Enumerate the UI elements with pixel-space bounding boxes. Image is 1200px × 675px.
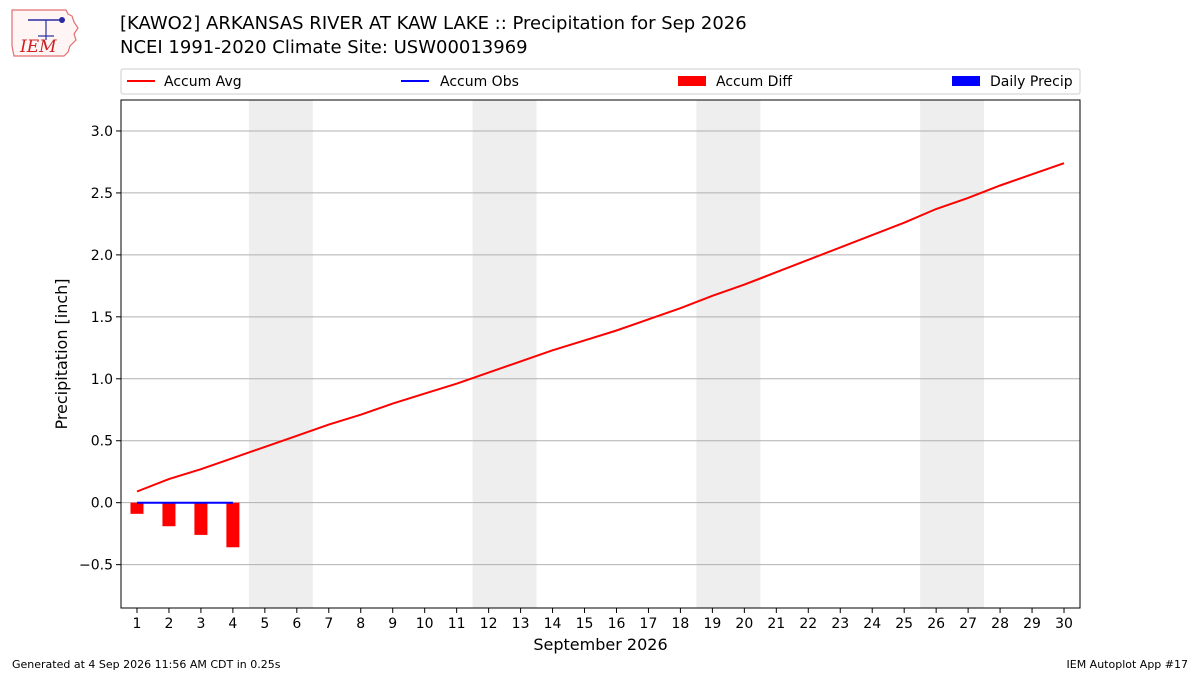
x-tick-label: 7 xyxy=(324,616,333,632)
accum-avg-line xyxy=(136,162,1065,493)
footer-app: IEM Autoplot App #17 xyxy=(1066,658,1189,671)
x-tick-label: 18 xyxy=(672,616,690,632)
y-tick-label: 2.0 xyxy=(91,248,113,264)
y-tick-label: 0.0 xyxy=(91,496,113,512)
y-tick-label: 1.0 xyxy=(91,372,113,388)
accum-diff-bar xyxy=(162,502,176,527)
accum-diff-bar xyxy=(226,502,240,548)
accum-diff-bar xyxy=(194,502,208,535)
x-tick-label: 15 xyxy=(576,616,594,632)
x-tick-label: 29 xyxy=(1023,616,1041,632)
x-tick-label: 12 xyxy=(480,616,498,632)
legend-label-accum-avg: Accum Avg xyxy=(164,74,242,90)
weekend-band xyxy=(696,100,761,608)
x-tick-label: 24 xyxy=(863,616,881,632)
chart-title: [KAWO2] ARKANSAS RIVER AT KAW LAKE :: Pr… xyxy=(120,13,747,34)
series-lines xyxy=(136,162,1065,504)
x-tick-label: 2 xyxy=(164,616,173,632)
x-axis-label: September 2026 xyxy=(533,635,667,654)
x-tick-label: 9 xyxy=(388,616,397,632)
legend-label-daily-precip: Daily Precip xyxy=(990,74,1073,90)
x-tick-label: 14 xyxy=(544,616,562,632)
x-tick-label: 22 xyxy=(799,616,817,632)
legend-swatch-daily-precip xyxy=(952,76,980,86)
weekend-band xyxy=(920,100,985,608)
x-tick-label: 11 xyxy=(448,616,466,632)
footer-generated: Generated at 4 Sep 2026 11:56 AM CDT in … xyxy=(12,658,281,671)
plot-frame xyxy=(120,99,1081,609)
legend-label-accum-obs: Accum Obs xyxy=(440,74,519,90)
weekend-band xyxy=(248,100,313,608)
x-tick-label: 23 xyxy=(831,616,849,632)
y-axis: −0.5 0.0 0.5 1.0 1.5 2.0 2.5 3.0 xyxy=(79,124,121,574)
x-tick-label: 4 xyxy=(228,616,237,632)
logo-text: IEM xyxy=(19,37,57,57)
y-tick-label: 0.5 xyxy=(91,434,113,450)
legend-frame xyxy=(120,68,1081,95)
x-tick-label: 10 xyxy=(416,616,434,632)
x-tick-label: 8 xyxy=(356,616,365,632)
y-tick-label: 3.0 xyxy=(91,124,113,140)
legend: Accum Avg Accum Obs Accum Diff Daily Pre… xyxy=(120,68,1081,95)
y-axis-label: Precipitation [inch] xyxy=(52,278,71,429)
x-axis: 1 2 3 4 5 6 7 8 9 10 11 12 13 14 15 16 17 18 19 20 21 22 23 24 2… xyxy=(133,608,1073,632)
x-tick-label: 27 xyxy=(959,616,977,632)
x-tick-label: 16 xyxy=(608,616,626,632)
diff-bars xyxy=(130,502,240,548)
x-tick-label: 26 xyxy=(927,616,945,632)
x-tick-label: 25 xyxy=(895,616,913,632)
x-tick-label: 1 xyxy=(133,616,142,632)
x-tick-label: 20 xyxy=(735,616,753,632)
accum-diff-bar xyxy=(130,502,144,514)
x-tick-label: 3 xyxy=(196,616,205,632)
x-tick-label: 5 xyxy=(260,616,269,632)
legend-swatch-accum-diff xyxy=(678,76,706,86)
x-tick-label: 6 xyxy=(292,616,301,632)
weekend-band xyxy=(472,100,537,608)
y-tick-label: 2.5 xyxy=(91,186,113,202)
x-tick-label: 13 xyxy=(512,616,530,632)
iem-logo: IEM xyxy=(11,9,79,57)
x-tick-label: 28 xyxy=(991,616,1009,632)
x-tick-label: 19 xyxy=(703,616,721,632)
weekend-shading xyxy=(248,100,985,608)
y-tick-label: −0.5 xyxy=(79,558,113,574)
legend-label-accum-diff: Accum Diff xyxy=(716,74,792,90)
x-tick-label: 30 xyxy=(1055,616,1073,632)
chart-subtitle: NCEI 1991-2020 Climate Site: USW00013969 xyxy=(120,37,528,58)
y-tick-label: 1.5 xyxy=(91,310,113,326)
x-tick-label: 21 xyxy=(767,616,785,632)
x-tick-label: 17 xyxy=(640,616,658,632)
